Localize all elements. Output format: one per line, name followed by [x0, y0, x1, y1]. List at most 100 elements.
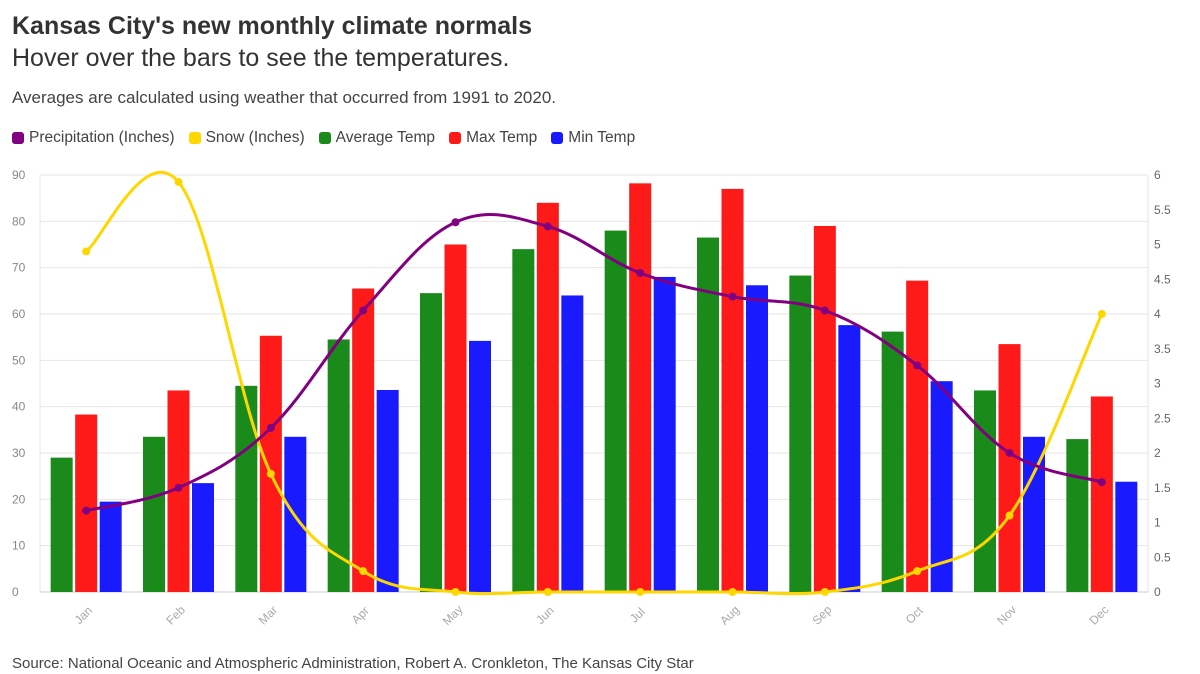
bar-max-temp[interactable] — [259, 335, 282, 592]
x-tick-label: Dec — [1087, 603, 1112, 628]
bar-average-temp[interactable] — [327, 339, 350, 592]
series-average-temp — [50, 230, 1089, 593]
y-tick-label: 10 — [12, 539, 26, 553]
point-snow-inches-[interactable] — [1005, 511, 1014, 520]
bar-max-temp[interactable] — [721, 188, 744, 592]
x-tick-label: Aug — [717, 603, 742, 628]
bar-average-temp[interactable] — [974, 390, 996, 592]
x-tick-label: Mar — [256, 603, 281, 628]
legend-swatch — [551, 132, 564, 144]
point-precipitation-inches-[interactable] — [451, 218, 460, 227]
y-tick-label: 0 — [12, 585, 19, 599]
bar-average-temp[interactable] — [789, 275, 812, 592]
y2-tick-label: 2.5 — [1154, 411, 1171, 425]
x-tick-label: Feb — [163, 603, 188, 628]
bar-max-temp[interactable] — [906, 280, 929, 592]
y2-tick-label: 0.5 — [1154, 550, 1171, 564]
point-snow-inches-[interactable] — [359, 567, 368, 576]
bar-average-temp[interactable] — [697, 237, 719, 593]
point-snow-inches-[interactable] — [266, 469, 275, 478]
y-tick-label: 60 — [12, 307, 26, 321]
point-snow-inches-[interactable] — [451, 588, 460, 596]
y-tick-label: 50 — [12, 353, 26, 367]
source-note: Source: National Oceanic and Atmospheric… — [12, 655, 694, 672]
bar-average-temp[interactable] — [604, 230, 627, 592]
bar-max-temp[interactable] — [998, 344, 1021, 592]
bar-max-temp[interactable] — [629, 183, 652, 592]
bar-min-temp[interactable] — [838, 325, 861, 592]
climate-chart: 0 10 20 30 40 50 60 70 80 90 0 0.5 1 1.5 2 2.5 3 3.5 4 4.5 5… — [12, 168, 1171, 628]
series-precipitation-inches- — [82, 213, 1106, 515]
legend-item-min-temp[interactable]: Min Temp — [551, 129, 635, 147]
point-precipitation-inches-[interactable] — [82, 506, 91, 515]
bar-average-temp[interactable] — [1066, 439, 1089, 592]
point-precipitation-inches-[interactable] — [174, 483, 183, 492]
chart-title: Kansas City's new monthly climate normal… — [12, 12, 532, 40]
bar-min-temp[interactable] — [1115, 481, 1138, 592]
bar-average-temp[interactable] — [50, 457, 73, 592]
bar-max-temp[interactable] — [1090, 396, 1113, 592]
bar-average-temp[interactable] — [235, 385, 258, 592]
x-tick-label: May — [440, 602, 466, 628]
point-snow-inches-[interactable] — [913, 567, 922, 576]
legend-swatch — [449, 132, 462, 144]
bar-average-temp[interactable] — [881, 331, 904, 592]
y2-tick-label: 3.5 — [1154, 342, 1171, 356]
bar-max-temp[interactable] — [75, 414, 98, 592]
legend-swatch — [12, 132, 24, 144]
point-snow-inches-[interactable] — [820, 588, 829, 596]
y2-tick-label: 3 — [1154, 377, 1161, 391]
point-precipitation-inches-[interactable] — [266, 423, 275, 432]
point-snow-inches-[interactable] — [728, 588, 737, 596]
y-tick-label: 90 — [12, 168, 26, 182]
x-tick-label: Sep — [810, 602, 835, 627]
bar-min-temp[interactable] — [561, 295, 584, 592]
legend-swatch — [318, 132, 331, 144]
legend: Precipitation (Inches) Snow (Inches) Ave… — [12, 129, 635, 147]
legend-item-snow[interactable]: Snow (Inches) — [188, 129, 305, 147]
y-tick-label: 80 — [12, 214, 26, 228]
legend-item-precipitation[interactable]: Precipitation (Inches) — [12, 129, 175, 147]
y2-tick-label: 6 — [1154, 168, 1161, 182]
bar-max-temp[interactable] — [536, 202, 559, 593]
y2-tick-label: 2 — [1154, 446, 1161, 460]
legend-item-max-temp[interactable]: Max Temp — [449, 129, 537, 147]
point-snow-inches-[interactable] — [174, 177, 183, 186]
point-precipitation-inches-[interactable] — [1097, 478, 1106, 487]
bar-min-temp[interactable] — [469, 340, 491, 592]
bar-min-temp[interactable] — [746, 285, 768, 592]
bar-max-temp[interactable] — [444, 244, 467, 593]
point-precipitation-inches-[interactable] — [820, 306, 829, 315]
y2-tick-label: 5 — [1154, 238, 1161, 252]
x-tick-label: Jan — [72, 603, 96, 627]
point-precipitation-inches-[interactable] — [359, 306, 368, 315]
point-snow-inches-[interactable] — [82, 247, 91, 256]
x-tick-label: Apr — [349, 604, 372, 627]
bar-average-temp[interactable] — [420, 293, 442, 592]
x-tick-label: Nov — [994, 603, 1019, 628]
bar-max-temp[interactable] — [352, 288, 375, 592]
legend-label: Snow (Inches) — [205, 129, 305, 146]
point-snow-inches-[interactable] — [636, 588, 645, 596]
bar-min-temp[interactable] — [376, 389, 399, 592]
bar-min-temp[interactable] — [930, 381, 953, 592]
point-snow-inches-[interactable] — [1097, 310, 1106, 318]
bar-min-temp[interactable] — [99, 501, 122, 592]
point-precipitation-inches-[interactable] — [728, 292, 737, 301]
bar-max-temp[interactable] — [813, 225, 836, 592]
point-precipitation-inches-[interactable] — [1005, 449, 1014, 457]
y2-tick-label: 4.5 — [1154, 272, 1171, 286]
bar-average-temp[interactable] — [512, 249, 535, 592]
point-precipitation-inches-[interactable] — [543, 222, 552, 231]
bar-min-temp[interactable] — [653, 276, 676, 592]
line-precipitation-inches- — [85, 213, 1103, 513]
bar-min-temp[interactable] — [192, 483, 214, 592]
legend-item-average-temp[interactable]: Average Temp — [318, 129, 435, 147]
point-precipitation-inches-[interactable] — [913, 361, 922, 370]
point-precipitation-inches-[interactable] — [636, 268, 645, 277]
bar-min-temp[interactable] — [1023, 436, 1045, 592]
point-snow-inches-[interactable] — [543, 588, 552, 596]
x-tick-label: Jul — [627, 605, 648, 626]
bar-average-temp[interactable] — [143, 436, 165, 592]
x-tick-label: Jun — [533, 603, 557, 627]
